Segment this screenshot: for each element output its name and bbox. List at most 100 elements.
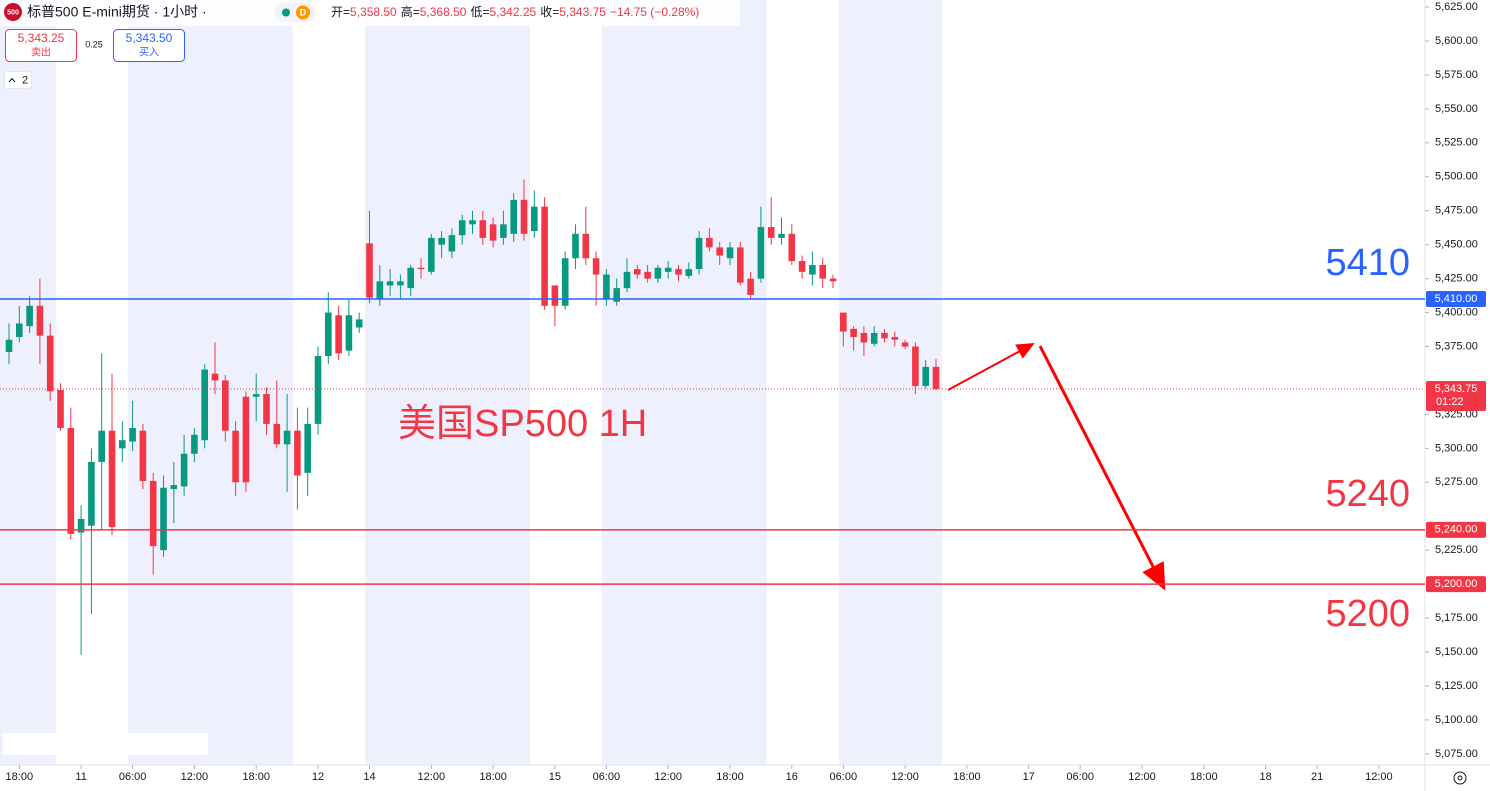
x-tick-label: 18:00 — [953, 771, 981, 783]
chevron — [8, 77, 16, 83]
candle-body — [36, 305, 44, 336]
x-tick-label: 18:00 — [6, 771, 34, 783]
candle-body — [428, 237, 435, 272]
sell-price: 5,343.25 — [18, 31, 65, 45]
y-tick-label: 5,300.00 — [1435, 442, 1478, 454]
candle-body — [88, 461, 95, 526]
y-tick-label: 5,325.00 — [1435, 408, 1478, 420]
candle-body — [139, 430, 147, 481]
candle-body — [273, 423, 281, 445]
ohlc-value: 5,368.50 — [420, 5, 467, 19]
candle-body — [345, 315, 353, 351]
settings-icon[interactable] — [1453, 771, 1467, 785]
buy-label: 买入 — [139, 47, 159, 59]
symbol-title[interactable]: 标普500 E-mini期货 · 1小时 · — [27, 4, 207, 20]
candle-body — [180, 453, 188, 487]
candle-body — [870, 332, 878, 344]
y-tick-label: 5,375.00 — [1435, 340, 1478, 352]
candle-body — [912, 346, 919, 386]
candle-body — [201, 369, 209, 441]
y-tick-label: 5,550.00 — [1435, 103, 1478, 115]
candle-body — [726, 247, 734, 259]
candle-body — [572, 233, 579, 259]
level-tag-bg — [1426, 521, 1486, 538]
candle-body — [314, 356, 322, 424]
candle-body — [397, 281, 404, 286]
candle-body — [881, 332, 888, 339]
interval-circle — [296, 5, 310, 20]
x-tick-label: 06:00 — [830, 771, 858, 783]
forecast-arrow-up — [947, 343, 1035, 391]
x-tick-label: 12:00 — [654, 771, 682, 783]
x-tick-label: 11 — [75, 771, 86, 783]
spread: 0.25 — [85, 39, 103, 49]
x-tick-label: 18:00 — [716, 771, 744, 783]
y-tick-label: 5,575.00 — [1435, 69, 1478, 81]
x-tick-label: 06:00 — [1066, 771, 1094, 783]
candle-body — [283, 430, 291, 445]
forecast-arrow-down — [1038, 345, 1166, 591]
candle-body — [294, 430, 301, 476]
session-bands — [0, 0, 942, 765]
candle-body — [242, 396, 250, 483]
header-bg — [0, 0, 740, 26]
candle-body — [57, 389, 64, 428]
candle-body — [613, 288, 620, 302]
x-tick-label: 16 — [786, 771, 798, 783]
candle-body — [819, 265, 826, 279]
annotation: 美国SP500 1H — [398, 403, 647, 445]
level-tag: 5,200.00 — [1435, 578, 1478, 590]
candle-body — [386, 281, 394, 286]
candle-body — [809, 265, 816, 275]
candle-body — [191, 434, 198, 454]
candle-body — [592, 258, 600, 275]
candle-body — [355, 319, 363, 328]
candle-body — [839, 312, 847, 332]
candle-body — [407, 267, 415, 289]
candle-body — [304, 423, 312, 473]
candle-body — [325, 312, 332, 357]
candle-body — [479, 220, 487, 238]
candle-body — [520, 199, 528, 234]
ohlc-change: −14.75 (−0.28%) — [610, 5, 699, 19]
indicator-toggle[interactable] — [4, 71, 32, 89]
y-tick-label: 5,500.00 — [1435, 171, 1478, 183]
symbol-badge: 500 — [7, 9, 19, 16]
candle-body — [108, 430, 116, 528]
x-tick-label: 18:00 — [479, 771, 507, 783]
candle-body — [675, 269, 682, 275]
y-tick-label: 5,450.00 — [1435, 239, 1478, 251]
ohlc-value: 5,343.75 — [559, 5, 606, 19]
level-label: 5240 — [1325, 473, 1410, 515]
countdown: 01:22 — [1436, 396, 1464, 408]
candle-body — [891, 337, 899, 340]
candle-body — [77, 518, 85, 533]
sell-button[interactable] — [5, 29, 77, 62]
candle-body — [531, 206, 538, 232]
y-tick-label: 5,625.00 — [1435, 1, 1478, 13]
candle-body — [778, 233, 785, 238]
indicator-count: 2 — [22, 74, 28, 86]
candle-body — [767, 227, 775, 238]
level-tag-bg — [1426, 290, 1486, 307]
candle-body — [850, 328, 857, 338]
y-tick-label: 5,425.00 — [1435, 273, 1478, 285]
candle-body — [603, 274, 610, 299]
candle-body — [170, 485, 178, 490]
candle-body — [46, 335, 54, 392]
candle-body — [685, 269, 693, 276]
candle-body — [98, 430, 106, 462]
x-tick-label: 06:00 — [593, 771, 621, 783]
candle-body — [366, 243, 373, 298]
y-tick-label: 5,225.00 — [1435, 544, 1478, 556]
candle-body — [458, 220, 466, 236]
candle-body — [5, 339, 13, 352]
candle-body — [582, 233, 590, 259]
x-tick-label: 12 — [312, 771, 324, 783]
candle-body — [448, 235, 456, 252]
ohlc-value: 5,358.50 — [350, 5, 397, 19]
buy-button[interactable] — [113, 29, 185, 62]
x-tick-label: 14 — [363, 771, 375, 783]
candle-body — [736, 247, 744, 283]
